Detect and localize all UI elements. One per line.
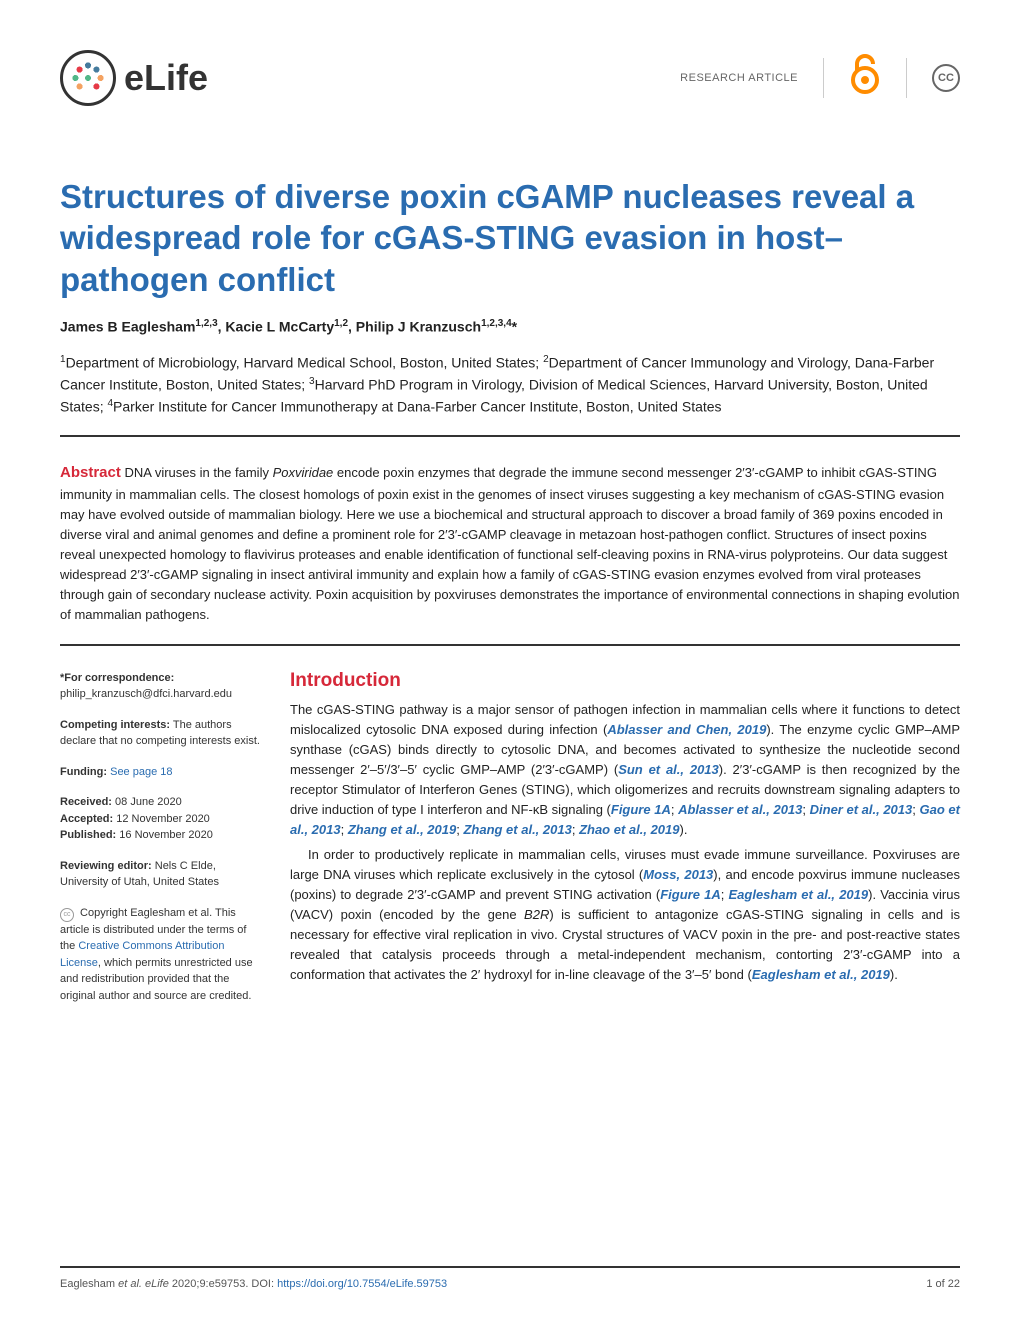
received-date: 08 June 2020 xyxy=(112,796,182,808)
copyright-section: cc Copyright Eaglesham et al. This artic… xyxy=(60,905,260,1005)
accepted-label: Accepted: xyxy=(60,813,113,825)
intro-paragraph-2: In order to productively replicate in ma… xyxy=(290,845,960,986)
affiliations: 1Department of Microbiology, Harvard Med… xyxy=(60,352,960,417)
correspondence-label: *For correspondence: xyxy=(60,672,174,684)
logo-text: eLife xyxy=(124,57,208,99)
article-title: Structures of diverse poxin cGAMP nuclea… xyxy=(60,176,960,300)
correspondence-email[interactable]: philip_kranzusch@dfci.harvard.edu xyxy=(60,688,232,700)
author-list: James B Eaglesham1,2,3, Kacie L McCarty1… xyxy=(60,318,960,335)
intro-paragraph-1: The cGAS-STING pathway is a major sensor… xyxy=(290,700,960,841)
article-body: Structures of diverse poxin cGAMP nuclea… xyxy=(60,176,960,1018)
two-column-layout: *For correspondence: philip_kranzusch@df… xyxy=(60,670,960,1019)
abstract-label: Abstract xyxy=(60,464,121,481)
footer-citation: Eaglesham et al. eLife 2020;9:e59753. DO… xyxy=(60,1278,447,1290)
published-label: Published: xyxy=(60,829,116,841)
open-access-icon xyxy=(849,52,881,104)
reviewing-label: Reviewing editor: xyxy=(60,860,152,872)
divider-icon xyxy=(906,58,907,98)
citation-text: Eaglesham et al. eLife 2020;9:e59753. DO… xyxy=(60,1278,277,1290)
introduction-section: Introduction The cGAS-STING pathway is a… xyxy=(290,670,960,1019)
funding-label: Funding: xyxy=(60,766,107,778)
page-number: 1 of 22 xyxy=(926,1278,960,1290)
header-right: RESEARCH ARTICLE CC xyxy=(680,52,960,104)
cc-small-icon: cc xyxy=(60,908,74,922)
funding-link[interactable]: See page 18 xyxy=(107,766,172,778)
divider-icon xyxy=(823,58,824,98)
doi-link[interactable]: https://doi.org/10.7554/eLife.59753 xyxy=(277,1278,447,1290)
sidebar-metadata: *For correspondence: philip_kranzusch@df… xyxy=(60,670,260,1019)
page-footer: Eaglesham et al. eLife 2020;9:e59753. DO… xyxy=(60,1266,960,1290)
published-date: 16 November 2020 xyxy=(116,829,213,841)
competing-section: Competing interests: The authors declare… xyxy=(60,717,260,750)
competing-label: Competing interests: xyxy=(60,719,170,731)
abstract-section: Abstract DNA viruses in the family Poxvi… xyxy=(60,461,960,625)
page-header: eLife RESEARCH ARTICLE CC xyxy=(60,50,960,106)
received-label: Received: xyxy=(60,796,112,808)
elife-logo-icon xyxy=(60,50,116,106)
accepted-date: 12 November 2020 xyxy=(113,813,210,825)
correspondence-section: *For correspondence: philip_kranzusch@df… xyxy=(60,670,260,703)
logo-area: eLife xyxy=(60,50,208,106)
cc-license-icon: CC xyxy=(932,64,960,92)
section-divider xyxy=(60,435,960,437)
abstract-text: DNA viruses in the family Poxviridae enc… xyxy=(60,465,959,622)
funding-section: Funding: See page 18 xyxy=(60,764,260,781)
article-type-label: RESEARCH ARTICLE xyxy=(680,72,798,84)
intro-heading: Introduction xyxy=(290,670,960,692)
intro-body: The cGAS-STING pathway is a major sensor… xyxy=(290,700,960,986)
reviewing-section: Reviewing editor: Nels C Elde, Universit… xyxy=(60,858,260,891)
dates-section: Received: 08 June 2020 Accepted: 12 Nove… xyxy=(60,794,260,844)
section-divider xyxy=(60,644,960,646)
